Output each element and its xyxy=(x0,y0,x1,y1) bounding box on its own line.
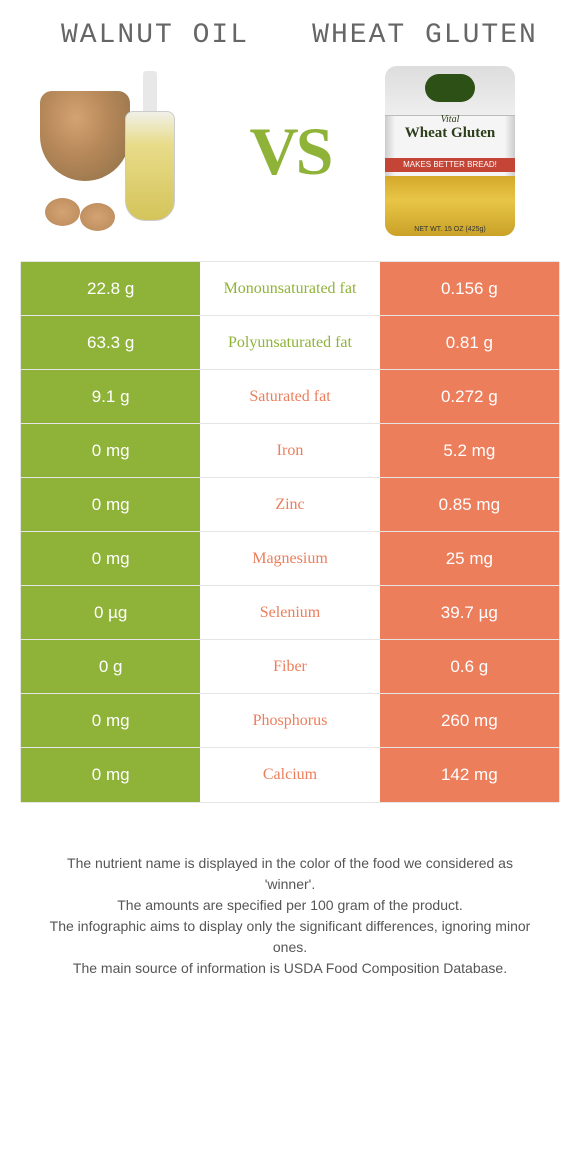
right-value-cell: 25 mg xyxy=(380,532,559,585)
nutrient-label-cell: Monounsaturated fat xyxy=(200,262,379,315)
table-row: 9.1 gSaturated fat0.272 g xyxy=(21,370,559,424)
right-value-cell: 0.6 g xyxy=(380,640,559,693)
right-value-cell: 5.2 mg xyxy=(380,424,559,477)
left-value-cell: 0 mg xyxy=(21,532,200,585)
nutrient-label-cell: Phosphorus xyxy=(200,694,379,747)
right-value-cell: 0.85 mg xyxy=(380,478,559,531)
oil-bottle-icon xyxy=(125,71,175,221)
walnut-icon xyxy=(45,198,80,226)
infographic-container: Walnut oil Wheat gluten VS V xyxy=(0,0,580,999)
footnote-line: The infographic aims to display only the… xyxy=(40,916,540,958)
table-row: 0 mgPhosphorus260 mg xyxy=(21,694,559,748)
walnut-icon xyxy=(80,203,115,231)
nutrient-label-cell: Calcium xyxy=(200,748,379,802)
right-value-cell: 0.272 g xyxy=(380,370,559,423)
left-value-cell: 0 mg xyxy=(21,478,200,531)
left-value-cell: 0 g xyxy=(21,640,200,693)
can-strip-text: MAKES BETTER BREAD! xyxy=(385,158,515,172)
comparison-table: 22.8 gMonounsaturated fat0.156 g63.3 gPo… xyxy=(20,261,560,803)
nutrient-label-cell: Iron xyxy=(200,424,379,477)
nutrient-label-cell: Fiber xyxy=(200,640,379,693)
nutrient-label-cell: Polyunsaturated fat xyxy=(200,316,379,369)
gluten-can-icon: Vital Wheat Gluten MAKES BETTER BREAD! N… xyxy=(385,66,515,236)
right-value-cell: 39.7 µg xyxy=(380,586,559,639)
can-label-text: Vital Wheat Gluten xyxy=(390,114,510,142)
can-brand-logo-icon xyxy=(425,74,475,102)
can-weight-text: NET WT. 15 OZ (425g) xyxy=(385,226,515,233)
right-value-cell: 142 mg xyxy=(380,748,559,802)
footnote-line: The main source of information is USDA F… xyxy=(40,958,540,979)
left-value-cell: 0 mg xyxy=(21,748,200,802)
walnut-bag-icon xyxy=(40,91,130,181)
left-value-cell: 0 mg xyxy=(21,424,200,477)
table-row: 0 mgIron5.2 mg xyxy=(21,424,559,478)
right-value-cell: 260 mg xyxy=(380,694,559,747)
footnote-line: The amounts are specified per 100 gram o… xyxy=(40,895,540,916)
left-value-cell: 0 µg xyxy=(21,586,200,639)
right-value-cell: 0.81 g xyxy=(380,316,559,369)
vs-label: VS xyxy=(230,112,350,191)
product-left-image xyxy=(30,61,230,241)
left-value-cell: 0 mg xyxy=(21,694,200,747)
product-left-title: Walnut oil xyxy=(20,20,290,51)
nutrient-label-cell: Zinc xyxy=(200,478,379,531)
right-value-cell: 0.156 g xyxy=(380,262,559,315)
table-row: 0 mgMagnesium25 mg xyxy=(21,532,559,586)
left-value-cell: 22.8 g xyxy=(21,262,200,315)
images-row: VS Vital Wheat Gluten MAKES BETTER BREAD… xyxy=(20,61,560,241)
nutrient-label-cell: Saturated fat xyxy=(200,370,379,423)
table-row: 0 µgSelenium39.7 µg xyxy=(21,586,559,640)
table-row: 22.8 gMonounsaturated fat0.156 g xyxy=(21,262,559,316)
header-row: Walnut oil Wheat gluten xyxy=(20,20,560,51)
table-row: 0 gFiber0.6 g xyxy=(21,640,559,694)
nutrient-label-cell: Magnesium xyxy=(200,532,379,585)
product-right-title: Wheat gluten xyxy=(290,20,560,51)
table-row: 63.3 gPolyunsaturated fat0.81 g xyxy=(21,316,559,370)
table-row: 0 mgCalcium142 mg xyxy=(21,748,559,802)
nutrient-label-cell: Selenium xyxy=(200,586,379,639)
footnotes: The nutrient name is displayed in the co… xyxy=(20,853,560,979)
left-value-cell: 63.3 g xyxy=(21,316,200,369)
footnote-line: The nutrient name is displayed in the co… xyxy=(40,853,540,895)
left-value-cell: 9.1 g xyxy=(21,370,200,423)
table-row: 0 mgZinc0.85 mg xyxy=(21,478,559,532)
product-right-image: Vital Wheat Gluten MAKES BETTER BREAD! N… xyxy=(350,61,550,241)
